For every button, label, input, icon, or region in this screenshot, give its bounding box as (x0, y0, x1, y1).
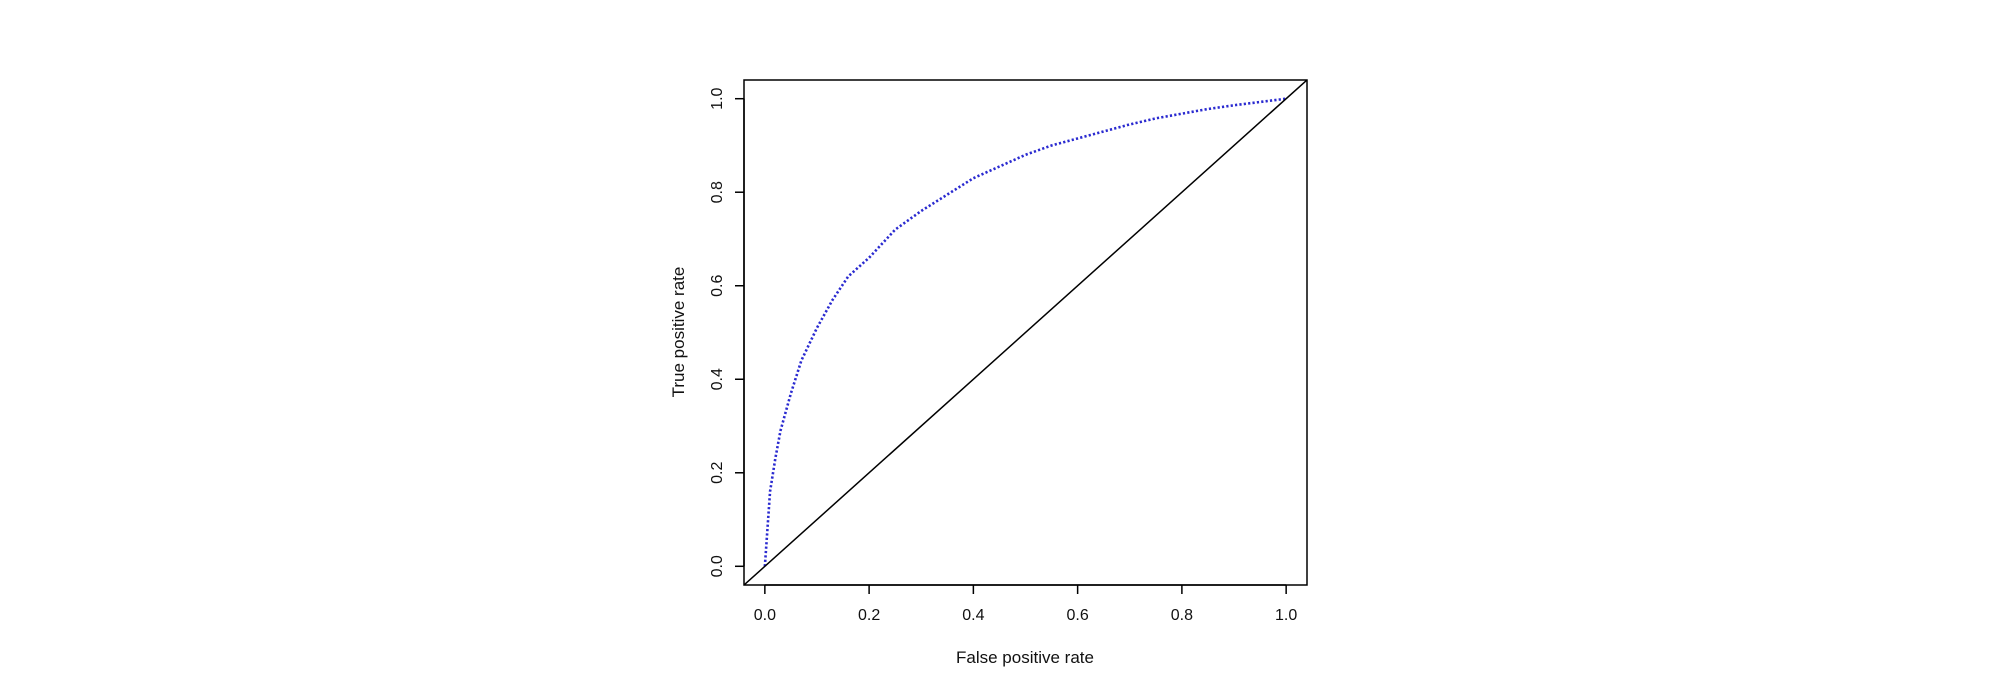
y-tick-label: 0.8 (709, 181, 726, 203)
y-tick-label: 1.0 (709, 87, 726, 109)
x-tick-label: 0.4 (962, 607, 984, 624)
x-axis-label: False positive rate (956, 648, 1094, 667)
x-tick-label: 1.0 (1275, 607, 1297, 624)
y-tick-label: 0.6 (709, 275, 726, 297)
y-tick-label: 0.0 (709, 555, 726, 577)
x-tick-label: 0.2 (858, 607, 880, 624)
x-tick-label: 0.8 (1171, 607, 1193, 624)
roc-curve (763, 97, 1287, 567)
y-tick-label: 0.2 (709, 462, 726, 484)
y-tick-label: 0.4 (709, 368, 726, 390)
x-tick-label: 0.0 (754, 607, 776, 624)
y-axis: 0.0 0.2 0.4 0.6 0.8 1.0 (709, 87, 745, 577)
diagonal-reference-line (744, 80, 1307, 585)
y-axis-label: True positive rate (669, 267, 688, 398)
series-layer (744, 80, 1307, 585)
x-tick-label: 0.6 (1067, 607, 1089, 624)
x-axis: 0.0 0.2 0.4 0.6 0.8 1.0 (754, 584, 1297, 624)
